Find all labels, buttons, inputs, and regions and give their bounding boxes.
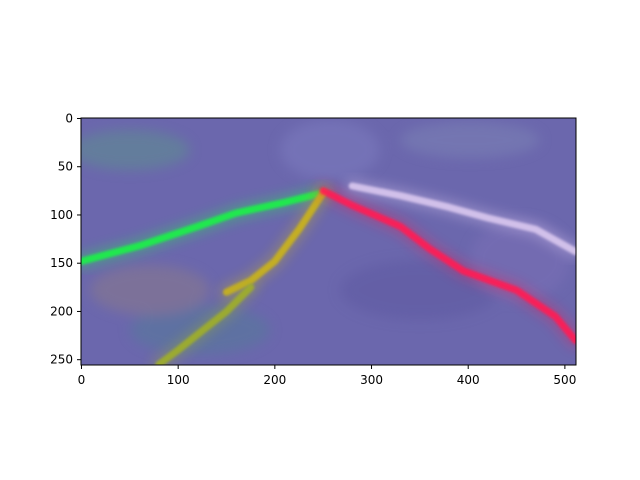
series-layer <box>81 179 576 365</box>
x-tick-label: 300 <box>360 373 383 387</box>
y-tick-label: 150 <box>50 256 73 270</box>
x-tick-label: 400 <box>457 373 480 387</box>
plot-frame <box>80 117 577 366</box>
x-axis: 0 100 200 300 400 500 <box>78 365 576 387</box>
x-tick-label: 0 <box>78 373 86 387</box>
series-1-line <box>223 189 327 296</box>
y-tick-label: 100 <box>50 208 73 222</box>
y-tick-label: 50 <box>58 160 73 174</box>
y-tick-label: 250 <box>50 353 73 367</box>
x-tick-label: 200 <box>263 373 286 387</box>
series-4-line <box>348 182 576 256</box>
series-2-line <box>155 283 255 365</box>
x-tick-label: 500 <box>553 373 576 387</box>
series-0-line <box>81 189 327 265</box>
series-3-line <box>319 187 576 344</box>
y-tick-label: 200 <box>50 304 73 318</box>
x-tick-label: 100 <box>167 373 190 387</box>
y-tick-label: 0 <box>65 111 73 125</box>
y-axis: 0 50 100 150 200 250 <box>50 111 81 367</box>
texture-layer <box>81 120 570 355</box>
